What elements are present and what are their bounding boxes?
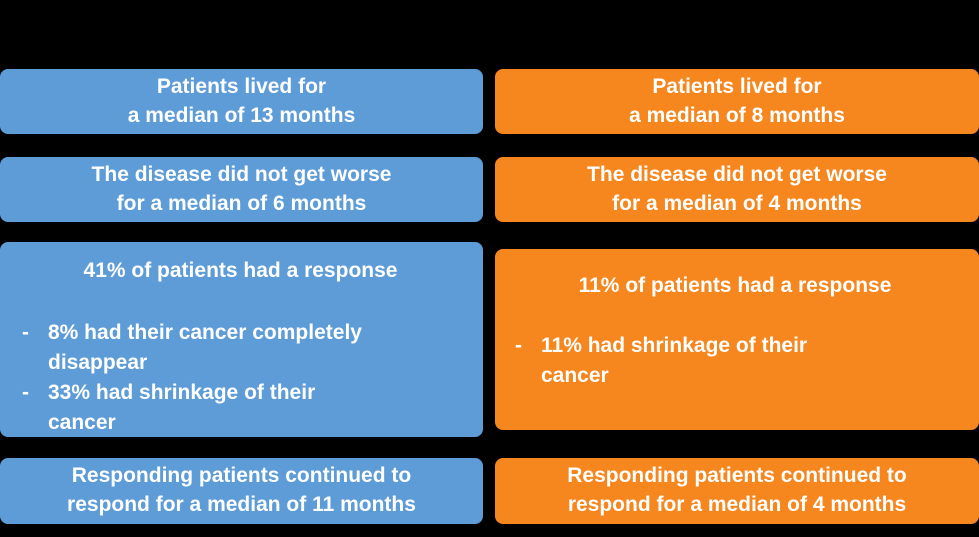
right-progression-box: The disease did not get worse for a medi… bbox=[495, 157, 979, 222]
left-response-bullets: - 8% had their cancer completely disappe… bbox=[22, 318, 459, 438]
right-survival-text: Patients lived for a median of 8 months bbox=[629, 74, 845, 127]
left-response-box: 41% of patients had a response - 8% had … bbox=[0, 242, 483, 437]
bullet-dash: - bbox=[22, 381, 29, 405]
right-response-bullets: - 11% had shrinkage of their cancer bbox=[515, 331, 955, 391]
left-duration-box: Responding patients continued to respond… bbox=[0, 458, 483, 524]
left-response-heading: 41% of patients had a response bbox=[83, 259, 398, 282]
bullet-text: 33% had shrinkage of their cancer bbox=[48, 381, 316, 435]
bullet-text: 8% had their cancer completely disappear bbox=[48, 321, 362, 375]
left-survival-text: Patients lived for a median of 13 months bbox=[127, 74, 356, 127]
right-duration-box: Responding patients continued to respond… bbox=[495, 458, 979, 524]
right-survival-box: Patients lived for a median of 8 months bbox=[495, 69, 979, 134]
bullet-dash: - bbox=[22, 321, 29, 345]
bullet-text: 11% had shrinkage of their cancer bbox=[541, 334, 808, 388]
bullet-item: - 8% had their cancer completely disappe… bbox=[22, 318, 459, 378]
bullet-item: - 33% had shrinkage of their cancer bbox=[22, 378, 459, 438]
right-duration-text: Responding patients continued to respond… bbox=[567, 464, 907, 516]
right-progression-text: The disease did not get worse for a medi… bbox=[587, 162, 887, 215]
left-progression-text: The disease did not get worse for a medi… bbox=[91, 162, 392, 215]
left-survival-box: Patients lived for a median of 13 months bbox=[0, 69, 483, 134]
right-response-box: 11% of patients had a response - 11% had… bbox=[495, 249, 979, 430]
left-progression-box: The disease did not get worse for a medi… bbox=[0, 157, 483, 222]
right-response-heading: 11% of patients had a response bbox=[578, 274, 892, 297]
left-duration-text: Responding patients continued to respond… bbox=[67, 464, 416, 516]
bullet-dash: - bbox=[515, 334, 522, 358]
bullet-item: - 11% had shrinkage of their cancer bbox=[515, 331, 955, 391]
